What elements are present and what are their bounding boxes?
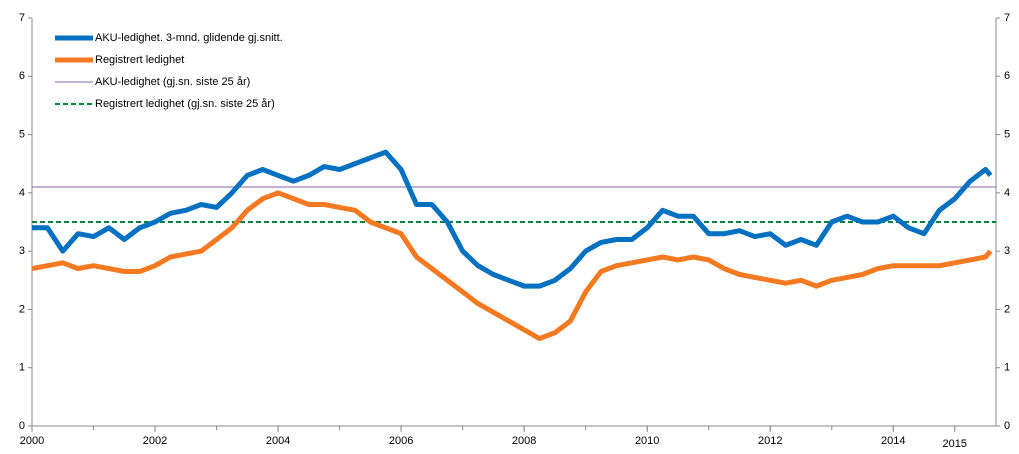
legend-label: Registrert ledighet (gj.sn. siste 25 år) <box>95 98 275 110</box>
y-tick-label: 1 <box>19 362 25 374</box>
y-tick-label: 2 <box>19 303 25 315</box>
x-tick-label: 2012 <box>758 435 782 447</box>
x-tick-label: 2008 <box>512 435 536 447</box>
y-tick-label: 7 <box>19 12 25 24</box>
y-tick-label: 5 <box>19 128 25 140</box>
y2-tick-label: 1 <box>1004 362 1010 374</box>
y2-tick-label: 3 <box>1004 245 1010 257</box>
y-tick-label: 4 <box>19 187 25 199</box>
legend-label: AKU-ledighet. 3-mnd. glidende gj.snitt. <box>95 32 283 44</box>
x-tick-label: 2014 <box>881 435 905 447</box>
x-tick-label: 2010 <box>635 435 659 447</box>
y-tick-label: 0 <box>19 420 25 432</box>
x-tick-label: 2006 <box>389 435 413 447</box>
y-tick-label: 3 <box>19 245 25 257</box>
series-line <box>31 190 993 342</box>
x-tick-label: 2000 <box>20 435 44 447</box>
x-tick-label: 2015 <box>943 438 967 450</box>
y2-tick-label: 4 <box>1004 187 1010 199</box>
x-tick-label: 2002 <box>143 435 167 447</box>
y2-tick-label: 6 <box>1004 70 1010 82</box>
y-tick-label: 6 <box>19 70 25 82</box>
y2-tick-label: 7 <box>1004 12 1010 24</box>
y2-tick-label: 5 <box>1004 128 1010 140</box>
legend-label: AKU-ledighet (gj.sn. siste 25 år) <box>95 76 250 88</box>
y2-tick-label: 0 <box>1004 420 1010 432</box>
x-tick-label: 2004 <box>266 435 290 447</box>
legend-label: Registrert ledighet <box>95 54 184 66</box>
y2-tick-label: 2 <box>1004 303 1010 315</box>
series-line <box>32 149 993 289</box>
